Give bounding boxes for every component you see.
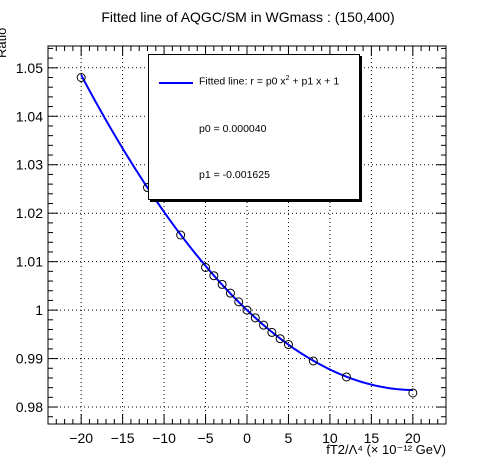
x-tick-label: 15	[364, 430, 380, 446]
y-tick-label: 1.01	[16, 254, 43, 270]
data-point	[234, 297, 244, 307]
data-point	[342, 372, 351, 382]
x-tick-label: −10	[152, 430, 176, 446]
data-point	[201, 262, 211, 272]
legend-p1: p1 = -0.001625	[199, 169, 270, 181]
x-tick-label: 0	[243, 430, 251, 446]
data-point	[259, 320, 269, 330]
data-point	[225, 288, 235, 298]
fit-line	[80, 74, 413, 392]
data-point	[275, 334, 285, 344]
data-point	[217, 279, 227, 289]
y-tick-label: 1.05	[16, 60, 43, 76]
x-tick-label: 5	[285, 430, 293, 446]
data-point	[408, 388, 418, 398]
y-tick-label: 0.98	[16, 399, 43, 415]
x-tick-label: −20	[69, 430, 93, 446]
legend-fit-label: Fitted line: r = p0 x2 + p1 x + 1	[199, 75, 340, 88]
legend-p0: p0 = 0.000040	[199, 123, 267, 135]
chart-title: Fitted line of AQGC/SM in WGmass : (150,…	[101, 9, 395, 25]
y-tick-label: 1	[35, 302, 43, 318]
data-point	[176, 230, 186, 240]
data-point	[209, 271, 219, 281]
legend-fit-line-swatch	[159, 82, 193, 84]
data-point	[267, 327, 277, 337]
x-axis-label: fT2/Λ⁴ (× 10⁻¹² GeV)	[326, 442, 446, 457]
x-tick-label: 20	[405, 430, 421, 446]
data-point	[308, 356, 318, 366]
y-tick-label: 0.99	[16, 351, 43, 367]
data-point	[76, 73, 86, 82]
data-point	[283, 340, 293, 350]
data-point	[250, 313, 260, 323]
y-tick-label: 1.03	[16, 157, 43, 173]
y-tick-label: 1.04	[16, 108, 43, 124]
y-axis-label: Ratio	[0, 27, 9, 58]
y-tick-label: 1.02	[16, 205, 43, 221]
x-tick-label: −15	[111, 430, 135, 446]
data-point	[242, 305, 252, 315]
x-tick-label: −5	[198, 430, 214, 446]
legend-box: Fitted line: r = p0 x2 + p1 x + 1 p0 = 0…	[148, 54, 360, 200]
x-tick-label: 10	[322, 430, 338, 446]
